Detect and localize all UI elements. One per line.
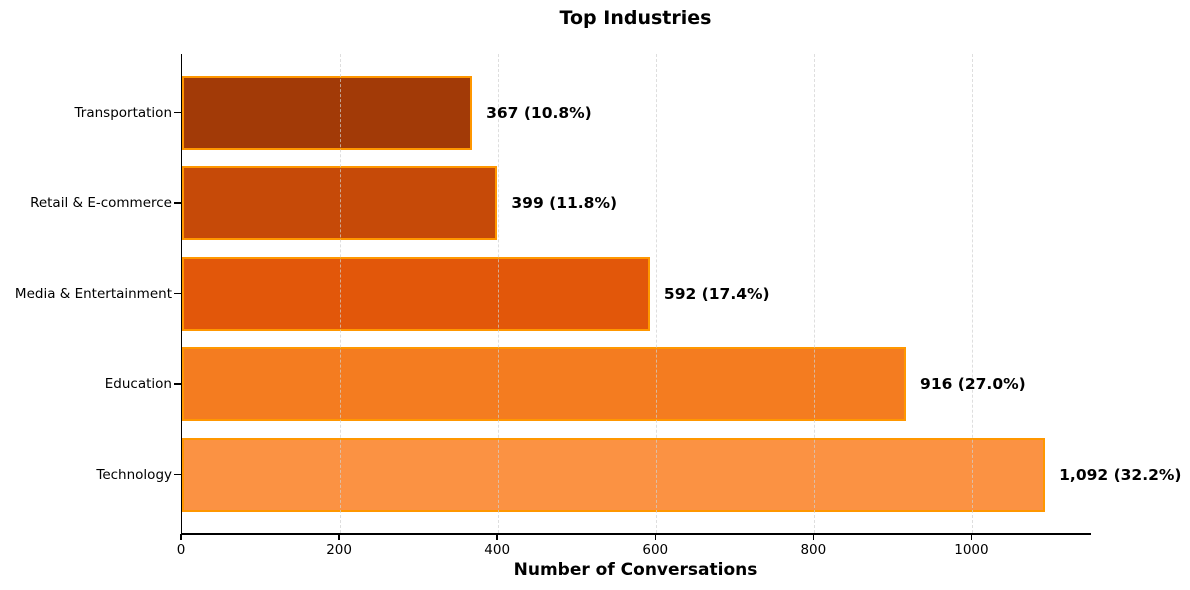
y-tick-mark <box>174 473 181 476</box>
gridline-x-200 <box>340 54 342 533</box>
y-tick-label-education: Education <box>104 376 172 393</box>
x-tick-mark <box>654 534 656 540</box>
y-tick-label-technology: Technology <box>96 466 172 483</box>
x-tick-label-200: 200 <box>326 542 352 558</box>
x-tick-mark <box>338 534 340 540</box>
x-axis-line <box>181 533 1091 535</box>
x-tick-label-600: 600 <box>642 542 669 558</box>
bar-media-entertainment <box>182 256 650 331</box>
x-tick-label-1000: 1000 <box>954 542 989 558</box>
plot-area: 367 (10.8%) 399 (11.8%) 592 (17.4%) 916 (27… <box>181 54 1182 533</box>
gridline-x-800 <box>814 54 816 533</box>
y-tick-mark <box>174 111 181 114</box>
x-tick-mark <box>970 534 973 540</box>
x-tick-label-0: 0 <box>176 542 186 558</box>
bar-technology <box>182 437 1046 512</box>
x-tick-label-800: 800 <box>800 542 827 558</box>
x-tick-mark <box>812 534 815 540</box>
bar-education <box>182 347 907 422</box>
x-tick-mark <box>180 534 182 540</box>
gridline-x-400 <box>498 54 500 533</box>
bar-transportation <box>182 75 473 150</box>
chart-title: Top Industries <box>559 7 712 29</box>
gridline-x-600 <box>656 54 658 533</box>
x-tick-label-400: 400 <box>484 542 511 558</box>
y-tick-label-transportation: Transportation <box>74 104 172 121</box>
y-tick-mark <box>174 383 181 385</box>
bar-retail-e-commerce <box>182 166 498 241</box>
value-label-media-entertainment: 592 (17.4%) <box>663 284 770 303</box>
y-tick-mark <box>174 202 181 204</box>
value-label-technology: 1,092 (32.2%) <box>1059 465 1182 484</box>
y-tick-mark <box>174 292 181 295</box>
value-label-education: 916 (27.0%) <box>920 375 1026 394</box>
y-tick-label-retail-e-commerce: Retail & E-commerce <box>30 195 172 212</box>
y-tick-label-media-entertainment: Media & Entertainment <box>14 285 172 302</box>
value-label-transportation: 367 (10.8%) <box>486 103 592 122</box>
gridline-x-1000 <box>972 54 974 533</box>
value-label-retail-e-commerce: 399 (11.8%) <box>511 194 618 213</box>
x-tick-mark <box>496 534 498 540</box>
x-axis-title: Number of Conversations <box>513 560 758 580</box>
